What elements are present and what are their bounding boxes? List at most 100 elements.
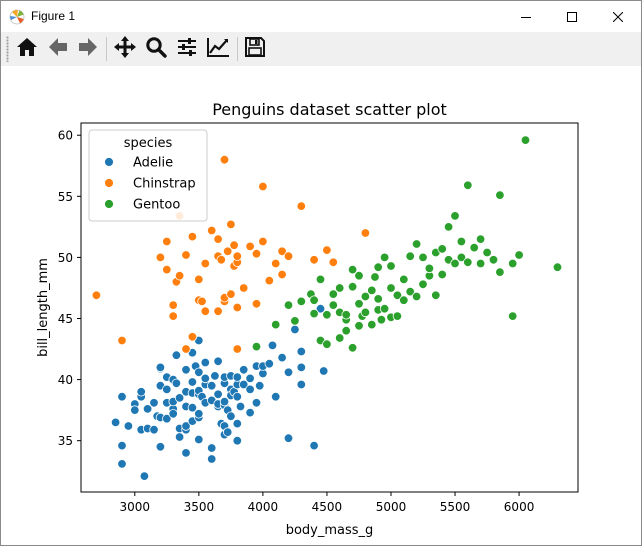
data-point-adelie [174,432,185,442]
home-button[interactable] [13,35,41,63]
data-point-chinstrap [360,228,371,238]
data-point-chinstrap [117,335,127,346]
data-point-gentoo [354,270,364,281]
data-point-gentoo [482,247,492,258]
data-point-gentoo [443,222,454,232]
save-button[interactable] [241,35,269,63]
data-point-gentoo [495,267,505,277]
data-point-adelie [245,384,255,395]
data-point-gentoo [347,281,358,292]
data-point-chinstrap [187,332,198,342]
data-point-gentoo [328,289,339,299]
data-point-adelie [232,372,243,382]
data-point-gentoo [437,244,447,254]
arrow-left-icon [47,36,69,62]
figure-canvas[interactable]: Penguins dataset scatter plot 3000 3500 400… [1,66,641,545]
data-point-adelie [142,404,153,414]
data-point-adelie [168,409,178,419]
data-point-adelie [232,436,243,446]
data-point-adelie [206,381,217,391]
forward-button[interactable] [74,35,102,63]
pan-button[interactable] [111,35,139,63]
data-point-gentoo [552,262,563,272]
data-point-gentoo [392,311,403,321]
data-point-chinstrap [197,296,207,307]
data-point-gentoo [347,343,358,353]
data-point-chinstrap [219,154,230,165]
data-point-chinstrap [232,344,243,354]
data-point-adelie [149,425,159,435]
data-point-adelie [271,392,281,402]
data-point-adelie [213,356,223,367]
data-point-adelie [277,352,287,363]
data-point-gentoo [376,314,387,325]
floppy-disk-icon [244,36,266,62]
data-point-gentoo [495,190,505,200]
data-point-adelie [194,434,204,445]
legend-title: species [124,136,173,151]
scatter-plot[interactable]: Penguins dataset scatter plot 3000 3500 400… [1,66,641,545]
data-point-gentoo [251,341,262,352]
data-point-adelie [117,392,127,402]
toolbar-grip[interactable] [6,36,9,62]
matplotlib-icon [9,9,25,25]
data-point-gentoo [360,307,371,318]
data-point-gentoo [424,263,435,274]
data-point-adelie [187,403,198,413]
data-point-chinstrap [91,290,102,301]
maximize-button[interactable] [549,1,595,32]
data-point-gentoo [405,286,415,297]
y-axis-label: bill_length_mm [36,258,51,357]
data-point-adelie [155,362,166,373]
minimize-button[interactable] [503,1,549,32]
data-point-adelie [110,417,121,428]
data-point-chinstrap [251,248,262,259]
data-point-adelie [181,448,191,458]
x-axis-label: body_mass_g [286,523,374,538]
data-point-gentoo [475,258,486,269]
zoom-button[interactable] [142,35,170,63]
data-point-adelie [213,389,223,400]
data-point-adelie [296,346,307,357]
data-point-gentoo [431,290,441,301]
data-point-adelie [283,433,294,443]
data-point-adelie [210,371,220,381]
data-point-adelie [171,350,182,360]
data-point-adelie [219,396,230,407]
y-tick-label: 45 [58,312,73,326]
data-point-gentoo [335,283,345,293]
legend-box [88,129,208,222]
legend-marker-gentoo [104,199,114,209]
x-tick-label: 3000 [120,500,151,514]
maximize-icon [567,7,577,26]
data-point-gentoo [418,279,428,290]
data-point-adelie [315,303,326,314]
data-point-adelie [162,414,172,424]
legend-label-adelie: Adelie [133,156,173,171]
data-point-chinstrap [309,255,319,265]
data-point-adelie [181,365,191,375]
data-point-gentoo [520,135,531,145]
arrow-right-icon [77,36,99,62]
data-point-gentoo [514,250,524,260]
data-point-gentoo [367,285,377,296]
data-point-adelie [296,379,307,390]
data-point-adelie [155,442,166,452]
data-point-gentoo [322,310,332,320]
legend-marker-adelie [104,157,114,167]
customize-button[interactable] [204,35,232,63]
data-point-chinstrap [162,236,172,247]
close-button[interactable] [595,1,641,32]
subplots-button[interactable] [173,35,201,63]
data-point-gentoo [354,321,364,331]
y-tick-label: 60 [58,129,73,143]
data-point-chinstrap [328,257,339,268]
back-button[interactable] [44,35,72,63]
data-point-adelie [206,454,217,464]
data-point-chinstrap [238,283,249,293]
y-tick-label: 50 [58,251,73,265]
title-bar[interactable]: Figure 1 [1,1,641,32]
data-point-chinstrap [213,234,223,244]
y-tick-label: 55 [58,190,73,204]
